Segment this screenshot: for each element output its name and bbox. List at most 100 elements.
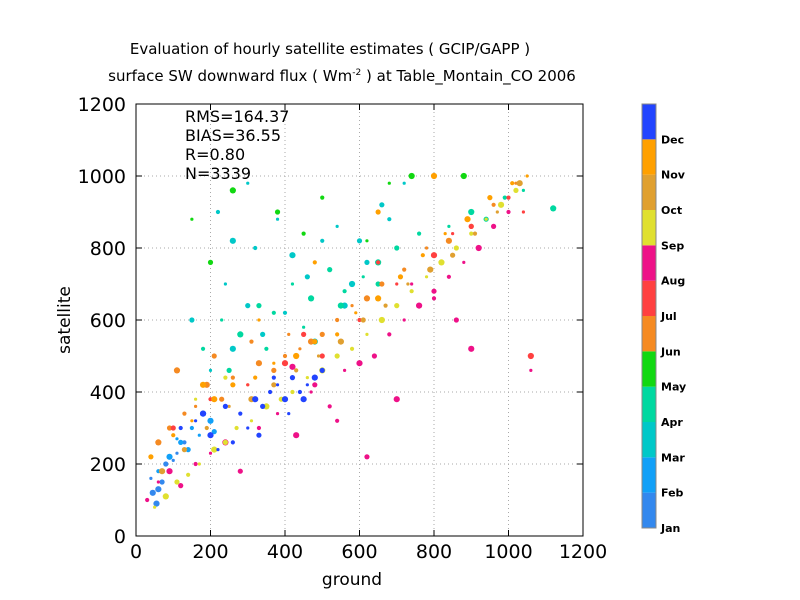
x-tick-label: 800	[416, 541, 452, 563]
point-may	[274, 209, 281, 215]
point-mar	[229, 345, 236, 352]
point-jul	[376, 260, 381, 265]
point-dec	[246, 426, 250, 430]
point-apr	[550, 205, 557, 212]
point-jun	[249, 339, 254, 344]
point-nov	[171, 433, 176, 438]
point-may	[387, 181, 391, 185]
point-apr	[226, 367, 232, 373]
point-nov	[293, 352, 300, 360]
point-dec	[300, 396, 307, 403]
point-jun	[230, 375, 235, 380]
point-nov	[211, 396, 218, 403]
colorbar-label-may: May	[661, 381, 686, 394]
point-jun	[379, 281, 385, 287]
point-dec	[238, 411, 243, 416]
colorbar-label-mar: Mar	[661, 451, 685, 464]
point-aug	[371, 353, 377, 359]
point-aug	[364, 454, 370, 460]
point-sep	[194, 397, 198, 401]
point-apr	[521, 188, 526, 192]
point-sep	[305, 376, 309, 380]
point-jul	[430, 252, 438, 259]
point-jun	[155, 439, 162, 446]
point-nov	[510, 181, 515, 186]
point-sep	[394, 303, 400, 309]
data-points	[145, 172, 557, 509]
point-dec	[252, 396, 259, 403]
colorbar-swatch-sep	[642, 210, 656, 246]
point-aug	[453, 317, 459, 323]
point-feb	[185, 447, 191, 453]
point-may	[190, 217, 194, 221]
point-oct	[427, 266, 434, 273]
point-sep	[497, 201, 505, 208]
point-jan	[182, 440, 187, 445]
point-jul	[468, 223, 474, 229]
point-jul	[451, 232, 455, 236]
point-oct	[495, 210, 499, 214]
point-dec	[260, 403, 266, 409]
point-nov	[375, 295, 382, 302]
point-sep	[234, 425, 239, 431]
point-aug	[335, 418, 340, 423]
y-tick-label: 600	[90, 310, 126, 332]
point-nov	[190, 419, 194, 423]
point-aug	[343, 368, 347, 372]
point-feb	[189, 425, 194, 431]
point-aug	[529, 368, 533, 372]
point-oct	[204, 425, 209, 431]
point-apr	[256, 303, 262, 309]
point-nov	[272, 361, 276, 365]
point-oct	[294, 368, 299, 373]
point-mar	[379, 202, 385, 208]
point-dec	[275, 383, 280, 387]
point-nov	[420, 253, 425, 258]
y-tick-label: 0	[114, 526, 126, 548]
point-jul	[506, 195, 511, 200]
point-aug	[387, 332, 392, 337]
point-aug	[468, 345, 475, 352]
point-mar	[282, 310, 288, 315]
point-sep	[484, 217, 488, 221]
colorbar-label-apr: Apr	[661, 416, 683, 429]
point-jul	[527, 352, 534, 360]
subtitle-after: ) at Table_Montain_CO 2006	[361, 67, 576, 86]
point-may	[408, 172, 415, 180]
point-jan	[153, 500, 160, 507]
point-oct	[516, 180, 523, 187]
point-aug	[506, 209, 511, 215]
y-tick-label: 400	[90, 382, 126, 404]
point-jun	[445, 237, 452, 244]
point-feb	[166, 453, 173, 460]
point-apr	[290, 282, 295, 286]
point-aug	[275, 412, 280, 416]
point-apr	[375, 281, 381, 287]
point-may	[460, 172, 467, 180]
point-dec	[271, 375, 276, 380]
colorbar-label-jan: Jan	[660, 522, 680, 535]
colorbar-swatch-jan	[642, 492, 656, 528]
point-aug	[431, 288, 437, 294]
point-apr	[237, 331, 244, 338]
y-tick-label: 1200	[78, 94, 126, 116]
point-oct	[450, 252, 456, 258]
point-jul	[246, 383, 250, 387]
point-feb	[178, 439, 184, 445]
point-aug	[491, 223, 497, 229]
colorbar-swatch-nov	[642, 139, 656, 175]
point-nov	[443, 232, 447, 236]
point-jun	[282, 353, 288, 359]
point-jul	[301, 331, 307, 337]
point-apr	[200, 346, 206, 351]
point-jun	[491, 202, 496, 207]
point-aug	[208, 451, 213, 455]
point-aug	[178, 483, 184, 489]
point-dec	[230, 440, 235, 445]
point-jul	[395, 282, 399, 286]
point-apr	[394, 245, 400, 251]
point-mar	[335, 224, 339, 228]
point-jun	[219, 396, 225, 402]
colorbar-swatch-apr	[642, 386, 656, 422]
point-jun	[363, 295, 371, 302]
